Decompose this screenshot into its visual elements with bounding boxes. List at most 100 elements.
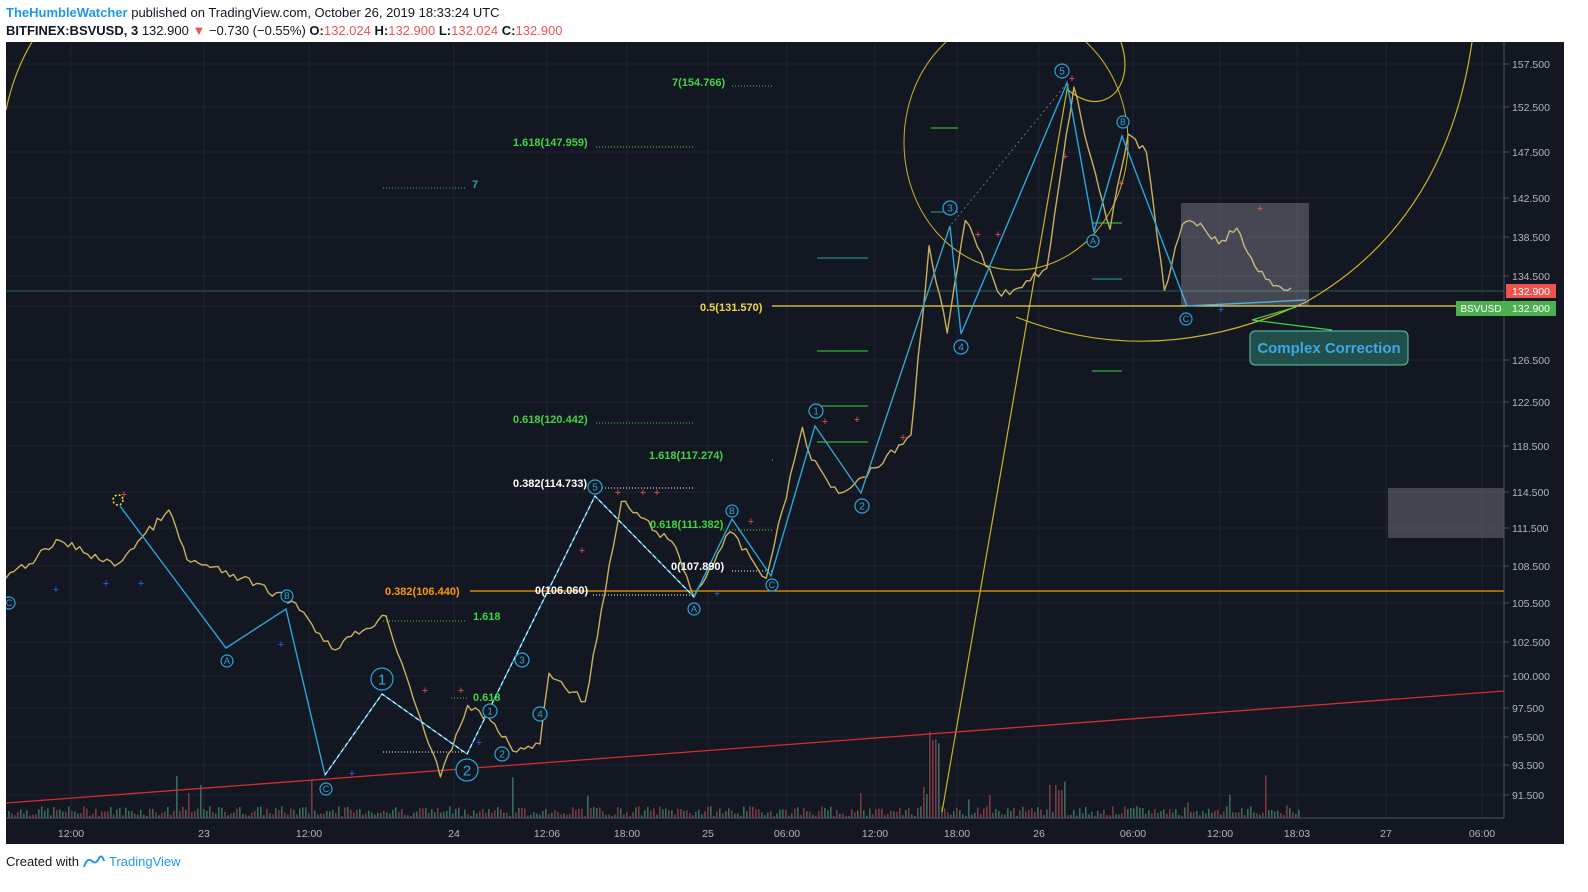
- golden-diagonal: [941, 83, 1069, 813]
- fib-levels: [383, 85, 1504, 753]
- svg-text:+: +: [854, 414, 860, 426]
- complex-correction-annotation[interactable]: Complex Correction: [1249, 330, 1409, 366]
- golden-arc-topleft: [6, 42, 33, 111]
- svg-text:C: C: [1183, 314, 1190, 324]
- svg-text:+: +: [640, 487, 646, 499]
- symbol-line: BITFINEX:BSVUSD, 3 132.900 ▼ −0.730 (−0.…: [6, 22, 562, 40]
- svg-text:+: +: [1069, 73, 1075, 85]
- svg-text:2: 2: [859, 502, 865, 513]
- fib-labels: 7(154.766) 1.618(147.959) 7 0.5(131.570) 0.6…: [385, 77, 763, 704]
- high-label: H:: [374, 23, 389, 38]
- wave-label-m1: 1: [808, 403, 824, 419]
- x-tick-label: 27: [1380, 828, 1392, 840]
- svg-text:+: +: [900, 432, 906, 444]
- svg-text:+: +: [1257, 203, 1263, 215]
- y-tick-label: 118.500: [1512, 441, 1549, 453]
- y-tick-label: 93.500: [1512, 760, 1544, 772]
- y-tick-label: 105.500: [1512, 598, 1550, 610]
- publish-line: TheHumbleWatcher published on TradingVie…: [6, 4, 562, 22]
- volume-bars: [8, 731, 1300, 818]
- svg-text:+: +: [995, 229, 1001, 241]
- consolidation-box: [1181, 203, 1309, 306]
- svg-text:A: A: [691, 604, 697, 614]
- price-tag-top: 132.900: [1512, 286, 1550, 298]
- wave-label-B1: B: [280, 589, 294, 603]
- wave-labels: 1 2 1 2 3 4 5 1 2 3 4 5 A B C C A B C A B C + + + + + + + + + + + + + + + + + +…: [6, 63, 1263, 796]
- fib-label-f0382_a: 0.382(114.733): [513, 478, 587, 490]
- svg-text:+: +: [103, 578, 109, 590]
- svg-text:5: 5: [592, 483, 598, 494]
- svg-text:A: A: [1090, 236, 1096, 246]
- fib-label-f05: 0.5(131.570): [700, 302, 763, 314]
- dotted-wave-line: [814, 82, 1068, 494]
- svg-text:1: 1: [813, 407, 819, 418]
- time-axis[interactable]: 12:00 23 12:00 24 12:06 18:00 25 06:00 12:00 18:0…: [6, 817, 1504, 840]
- symbol-name[interactable]: BITFINEX:BSVUSD, 3: [6, 23, 139, 38]
- svg-text:4: 4: [537, 710, 543, 721]
- x-tick-label: 18:00: [944, 828, 970, 840]
- chart-header: TheHumbleWatcher published on TradingVie…: [6, 4, 562, 40]
- dashed-wave-line: [324, 495, 695, 776]
- low-value: 132.024: [451, 23, 499, 38]
- fib-label-f0_a: 0(107.890): [671, 561, 725, 573]
- y-tick-label: 157.500: [1512, 59, 1550, 71]
- wave-lines: [119, 80, 1307, 777]
- x-tick-label: 23: [198, 828, 210, 840]
- fib-label-f1618_c: 1.618: [473, 611, 501, 623]
- fib-label-f0618_b: 0.618(111.382): [650, 519, 724, 531]
- svg-text:+: +: [1218, 304, 1224, 316]
- y-tick-label: 95.500: [1512, 732, 1544, 744]
- y-tick-label: 152.500: [1512, 102, 1550, 114]
- annotation-pointer-2: [1251, 306, 1297, 321]
- svg-text:2: 2: [499, 750, 505, 761]
- grid: [6, 42, 1504, 818]
- fib-label-f0382_b: 0.382(106.440): [385, 586, 460, 598]
- fib-label-f0_b: 0(106.060): [535, 585, 589, 597]
- wave-label-C1: C: [319, 782, 333, 796]
- annotation-pointer: [1251, 319, 1333, 331]
- price-tags: 132.900 BSVUSD 132.900: [1456, 284, 1556, 316]
- svg-text:+: +: [579, 545, 585, 557]
- svg-text:+: +: [121, 489, 127, 501]
- y-tick-label: 142.500: [1512, 193, 1550, 205]
- fib-label-f7_b: 7: [472, 179, 478, 191]
- svg-text:A: A: [224, 656, 230, 666]
- tradingview-brand[interactable]: TradingView: [108, 854, 181, 869]
- price-axis[interactable]: 157.500 152.500 147.500 142.500 138.500 134.5…: [1503, 42, 1564, 844]
- x-tick-label: 12:06: [534, 828, 560, 840]
- svg-text:B: B: [284, 591, 290, 601]
- wave-label-w2: 2: [455, 758, 479, 782]
- svg-text:+: +: [1062, 151, 1068, 163]
- wave-label-B2: B: [725, 504, 739, 518]
- author-link[interactable]: TheHumbleWatcher: [6, 5, 128, 20]
- chart-canvas[interactable]: 1 2 1 2 3 4 5 1 2 3 4 5 A B C C A B C A B C + + + + + + + + + + + + + + + + + +…: [6, 42, 1564, 844]
- y-tick-label: 147.500: [1512, 147, 1550, 159]
- wave-label-s4: 4: [532, 706, 548, 722]
- x-tick-label: 12:00: [296, 828, 322, 840]
- wave-label-A2: A: [687, 602, 701, 616]
- y-tick-label: 108.500: [1512, 561, 1550, 573]
- footer: Created with TradingView: [6, 854, 181, 869]
- svg-text:+: +: [138, 578, 144, 590]
- wave-label-C2: C: [765, 578, 779, 592]
- x-tick-label: 18:00: [614, 828, 640, 840]
- svg-text:C: C: [323, 784, 330, 794]
- price-tag-value: 132.900: [1512, 303, 1550, 315]
- wave-label-m2: 2: [854, 498, 870, 514]
- tradingview-logo-icon: [83, 855, 105, 867]
- golden-arc-large: [1015, 42, 1473, 342]
- y-tick-label: 100.000: [1512, 671, 1550, 683]
- svg-text:+: +: [476, 737, 482, 749]
- x-tick-label: 12:00: [1207, 828, 1233, 840]
- wave-label-s2: 2: [494, 746, 510, 762]
- y-tick-label: 114.500: [1512, 487, 1549, 499]
- wave-label-s3: 3: [514, 652, 530, 668]
- red-trendline: [6, 690, 1505, 804]
- golden-shapes: [6, 42, 1473, 813]
- svg-text:3: 3: [947, 204, 953, 215]
- svg-text:+: +: [53, 584, 59, 596]
- wave-label-s5: 5: [587, 479, 603, 495]
- y-tick-label: 126.500: [1512, 355, 1550, 367]
- svg-text:+: +: [748, 516, 754, 528]
